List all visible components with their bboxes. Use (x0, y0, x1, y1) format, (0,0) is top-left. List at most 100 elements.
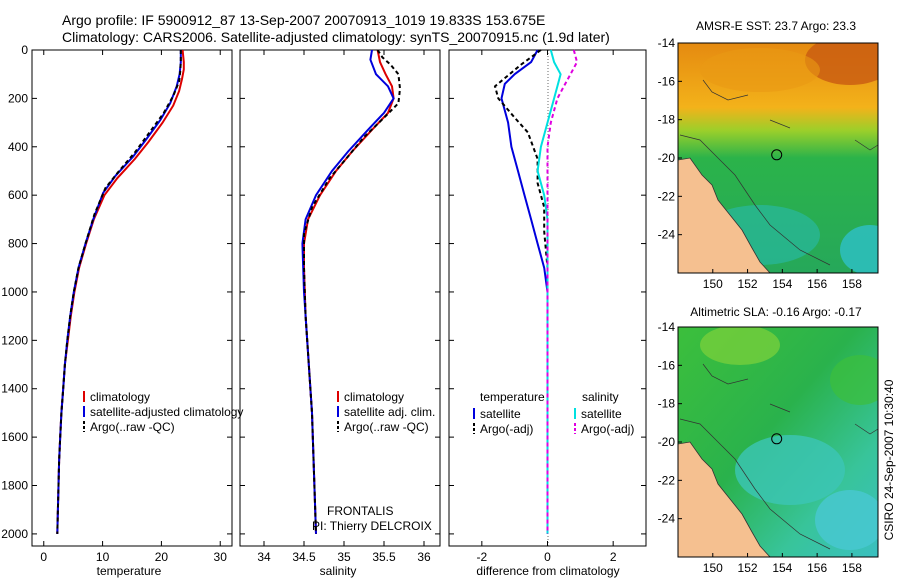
series-line-argo-raw-qc- (56, 50, 182, 534)
figure-title-line2: Climatology: CARS2006. Satellite-adjuste… (62, 29, 610, 45)
series-line-satellite-adj-clim- (301, 49, 395, 534)
x-tick-label: 30 (214, 550, 228, 564)
series-line-satellite (536, 49, 562, 534)
x-tick-label: 36 (417, 550, 431, 564)
difference-profile-panel: -2 0 2 difference from climatology tempera… (448, 49, 647, 578)
y-tick-label: 1400 (1, 382, 28, 396)
shelf-contour (679, 418, 831, 550)
x-tick-label: 34.5 (292, 550, 316, 564)
map-x-tick-label: 152 (738, 277, 758, 291)
series-line-argo-adj- (546, 49, 579, 534)
y-tick-label: 0 (21, 43, 28, 57)
map-y-tick-label: -14 (658, 36, 676, 50)
temperature-axes-box (31, 49, 233, 547)
y-tick-label: 600 (8, 188, 28, 202)
land-mass (678, 441, 771, 557)
map-x-tick-label: 158 (842, 561, 862, 575)
legend-label: satellite (480, 407, 521, 421)
map-y-tick-label: -24 (658, 512, 676, 526)
sla-low-patch (815, 490, 878, 550)
legend-label: climatology (90, 390, 150, 404)
y-tick-label: 1600 (1, 430, 28, 444)
legend-header: salinity (582, 390, 619, 404)
map-y-tick-label: -18 (658, 113, 676, 127)
sla-map-title: Altimetric SLA: -0.16 Argo: -0.17 (690, 305, 862, 319)
y-tick-label: 800 (8, 237, 28, 251)
x-tick-label: 0 (544, 550, 551, 564)
sst-warm-patch (700, 48, 820, 92)
map-x-tick-label: 154 (772, 561, 792, 575)
legend-label: satellite (581, 407, 622, 421)
map-y-tick-label: -16 (658, 358, 676, 372)
csiro-timestamp: CSIRO 24-Sep-2007 10:30:40 (882, 379, 896, 540)
salinity-profile-panel: 34 34.5 35 35.5 36 salinity climatologysatel… (239, 49, 441, 578)
map-y-tick-label: -16 (658, 74, 676, 88)
map-y-tick-label: -20 (658, 151, 676, 165)
y-tick-label: 400 (8, 140, 28, 154)
sst-map-panel: AMSR-E SST: 23.7 Argo: 23.3 150 152 154 156… (658, 19, 879, 291)
sla-high-patch (700, 327, 780, 365)
x-tick-label: -2 (476, 550, 487, 564)
salinity-xlabel: salinity (320, 564, 357, 578)
reef-contour (702, 363, 878, 435)
series-line-climatology (56, 49, 185, 534)
temperature-xlabel: temperature (97, 564, 162, 578)
sla-map-panel: Altimetric SLA: -0.16 Argo: -0.17 150 152… (658, 305, 879, 575)
x-tick-label: 0 (40, 550, 47, 564)
legend-label: Argo(-adj) (581, 422, 634, 436)
reef-contour (702, 79, 878, 151)
temperature-profile-panel: 0 10 20 30 0 200 400 600 800 1000 1200 1400 1600 1800… (1, 43, 243, 578)
legend-header: temperature (480, 390, 545, 404)
sst-warm-patch (805, 43, 878, 85)
map-x-tick-label: 152 (738, 561, 758, 575)
map-x-tick-label: 150 (703, 561, 723, 575)
land-mass (678, 157, 771, 273)
x-tick-label: 20 (155, 550, 169, 564)
y-tick-label: 1200 (1, 333, 28, 347)
series-line-argo-adj- (493, 49, 549, 534)
annotation-frontalis: FRONTALIS (327, 504, 393, 518)
map-x-tick-label: 158 (842, 277, 862, 291)
x-tick-label: 34 (257, 550, 271, 564)
series-line-argo-raw-qc- (303, 49, 402, 534)
legend-label: climatology (344, 390, 404, 404)
sst-cool-patch (840, 225, 878, 273)
x-tick-label: 2 (610, 550, 617, 564)
y-tick-label: 200 (8, 91, 28, 105)
sla-low-patch (735, 435, 845, 505)
legend-label: Argo(..raw -QC) (90, 420, 175, 434)
legend-label: Argo(-adj) (480, 422, 533, 436)
annotation-pi: PI: Thierry DELCROIX (312, 519, 432, 533)
salinity-axes-box (239, 49, 441, 547)
y-tick-label: 1800 (1, 479, 28, 493)
map-x-tick-label: 156 (807, 277, 827, 291)
series-line-satellite (500, 49, 549, 534)
argo-float-marker (771, 149, 783, 161)
x-tick-label: 35 (337, 550, 351, 564)
x-tick-label: 35.5 (372, 550, 396, 564)
figure-title-line1: Argo profile: IF 5900912_87 13-Sep-2007 … (62, 12, 545, 28)
map-y-tick-label: -14 (658, 320, 676, 334)
y-tick-label: 2000 (1, 527, 28, 541)
map-y-tick-label: -22 (658, 189, 676, 203)
sla-high-patch (830, 355, 878, 405)
difference-legend: temperature salinitysatelliteArgo(-adj)sa… (473, 390, 634, 436)
difference-xlabel: difference from climatology (476, 564, 619, 578)
map-y-tick-label: -24 (658, 228, 676, 242)
map-x-tick-label: 154 (772, 277, 792, 291)
legend-label: Argo(..raw -QC) (344, 420, 429, 434)
map-y-tick-label: -18 (658, 397, 676, 411)
map-y-tick-label: -22 (658, 473, 676, 487)
argo-float-marker (771, 433, 783, 445)
x-tick-label: 10 (96, 550, 110, 564)
y-tick-label: 1000 (1, 285, 28, 299)
map-x-tick-label: 156 (807, 561, 827, 575)
map-y-tick-label: -20 (658, 435, 676, 449)
map-x-tick-label: 150 (703, 277, 723, 291)
legend-label: satellite adj. clim. (344, 405, 435, 419)
legend-label: satellite-adjusted climatology (90, 405, 243, 419)
sst-map-title: AMSR-E SST: 23.7 Argo: 23.3 (696, 19, 856, 33)
